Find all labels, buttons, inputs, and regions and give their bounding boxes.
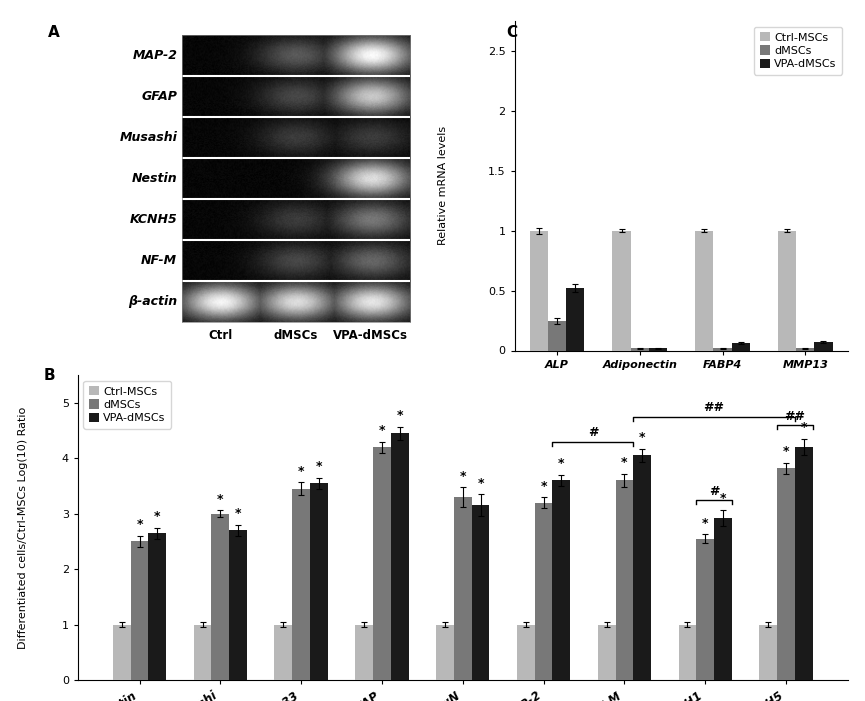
Text: *: * [316, 460, 322, 473]
Text: *: * [702, 517, 708, 530]
Text: dMSCs: dMSCs [273, 329, 317, 343]
Bar [714, 518, 732, 680]
Bar [566, 288, 585, 350]
Bar [471, 505, 490, 680]
Bar [633, 456, 651, 680]
Text: *: * [639, 431, 645, 444]
Text: *: * [801, 421, 807, 435]
Text: Nestin: Nestin [131, 172, 177, 185]
Bar [373, 447, 391, 680]
Bar [759, 625, 777, 680]
Bar [112, 625, 131, 680]
Text: *: * [235, 508, 241, 520]
Text: VPA-dMSCs: VPA-dMSCs [333, 329, 408, 343]
Bar [714, 348, 732, 350]
Y-axis label: Relative mRNA levels: Relative mRNA levels [438, 126, 448, 245]
Bar [612, 231, 631, 350]
Text: Ctrl: Ctrl [208, 329, 233, 343]
Text: MAP-2: MAP-2 [132, 49, 177, 62]
Bar [454, 497, 471, 680]
Bar [732, 343, 750, 350]
Bar [211, 514, 229, 680]
Text: *: * [541, 479, 547, 493]
Legend: Ctrl-MSCs, dMSCs, VPA-dMSCs: Ctrl-MSCs, dMSCs, VPA-dMSCs [83, 381, 171, 428]
Text: ##: ## [703, 402, 725, 414]
Bar [229, 530, 247, 680]
Bar [777, 468, 795, 680]
Bar [696, 538, 714, 680]
Bar [194, 625, 211, 680]
Text: *: * [783, 445, 789, 458]
Text: *: * [154, 510, 161, 523]
Text: C: C [506, 25, 517, 39]
Text: *: * [396, 409, 403, 422]
Y-axis label: Differentiated cells/Ctrl-MSCs Log(10) Ratio: Differentiated cells/Ctrl-MSCs Log(10) R… [18, 407, 28, 648]
Text: *: * [217, 493, 223, 506]
Text: *: * [379, 424, 385, 437]
Bar [598, 625, 616, 680]
Bar [391, 433, 408, 680]
Text: NF-M: NF-M [141, 254, 177, 267]
Bar [695, 231, 714, 350]
Text: GFAP: GFAP [142, 90, 177, 103]
Text: *: * [720, 492, 727, 505]
Bar [616, 480, 633, 680]
Text: Musashi: Musashi [119, 131, 177, 144]
Bar [678, 625, 696, 680]
Text: β-actin: β-actin [128, 295, 177, 308]
Legend: Ctrl-MSCs, dMSCs, VPA-dMSCs: Ctrl-MSCs, dMSCs, VPA-dMSCs [754, 27, 843, 74]
Bar [529, 231, 548, 350]
Bar [631, 348, 649, 350]
Bar [535, 503, 553, 680]
Text: KCNH5: KCNH5 [130, 213, 177, 226]
Bar [149, 533, 166, 680]
Bar [292, 489, 310, 680]
Bar [649, 348, 667, 350]
Bar [814, 342, 832, 350]
Text: *: * [298, 465, 304, 477]
Bar [548, 320, 566, 350]
Bar [795, 447, 813, 680]
Bar [517, 625, 535, 680]
Text: #: # [587, 426, 598, 440]
Text: B: B [43, 368, 54, 383]
Text: *: * [558, 457, 565, 470]
Text: *: * [459, 470, 466, 482]
Bar [356, 625, 373, 680]
Bar [310, 483, 328, 680]
Bar [131, 541, 149, 680]
Bar [436, 625, 454, 680]
Bar [796, 348, 814, 350]
Text: A: A [48, 25, 60, 39]
Text: ##: ## [785, 409, 805, 423]
Text: *: * [137, 518, 143, 531]
Text: *: * [621, 456, 628, 469]
Text: #: # [708, 484, 720, 498]
Bar [778, 231, 796, 350]
Text: *: * [477, 477, 484, 490]
Bar [553, 480, 570, 680]
Bar [274, 625, 292, 680]
